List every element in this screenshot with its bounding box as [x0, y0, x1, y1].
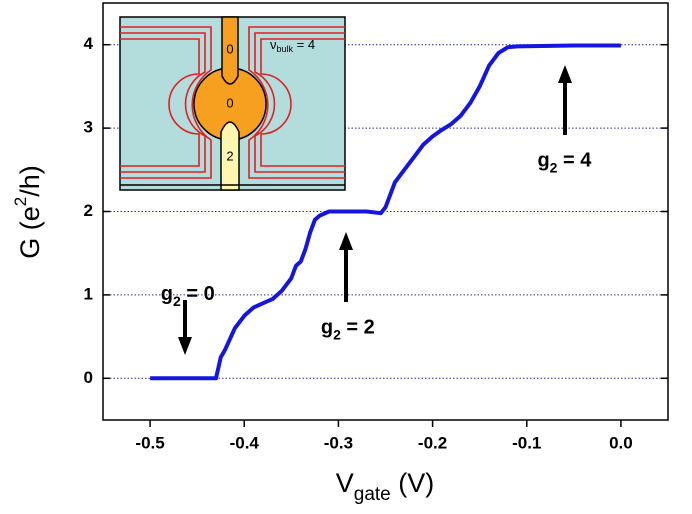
inset-bulk: νbulk = 4: [270, 37, 315, 54]
annotation-rest: = 2: [341, 317, 375, 339]
y-title-rest: /h): [15, 165, 45, 197]
x-tick-label: 0.0: [609, 433, 633, 452]
data-line: [150, 43, 621, 381]
annotation-sub: 2: [173, 293, 181, 309]
annotation-rest: = 0: [181, 283, 215, 305]
annotation-main: g: [537, 150, 549, 172]
inset-label: 0: [226, 95, 233, 110]
y-tick-label: 2: [84, 201, 93, 220]
inset-label: 0: [226, 41, 233, 56]
gates: [193, 16, 267, 191]
inset: 0 0 2 νbulk = 4: [119, 16, 346, 191]
annotation: g2 = 2: [321, 317, 375, 342]
x-title-sub: gate: [354, 484, 391, 505]
x-tick-label: -0.2: [418, 433, 447, 452]
y-tick-label: 0: [84, 368, 93, 387]
x-tick-label: -0.4: [230, 433, 260, 452]
inset-label: 2: [226, 148, 233, 163]
annotation: g2 = 0: [161, 283, 215, 308]
x-title-rest: (V): [391, 468, 435, 498]
annotation-sub: 2: [550, 159, 558, 175]
arrow-head: [339, 232, 353, 250]
x-tick-label: -0.1: [512, 433, 541, 452]
edge-channels: [120, 26, 345, 179]
inset-bulk-sub: bulk: [277, 44, 294, 54]
x-tick-label: -0.3: [324, 433, 353, 452]
arrow-head: [178, 337, 192, 355]
inset-bulk-rest: = 4: [293, 37, 315, 52]
y-title-main: G (e: [15, 206, 45, 259]
y-title-sup: 2: [11, 197, 30, 206]
y-tick-label: 4: [84, 34, 94, 53]
annotation-rest: = 4: [557, 150, 592, 172]
y-tick-label: 3: [84, 118, 93, 137]
annotation-sub: 2: [333, 326, 341, 342]
annotation: g2 = 4: [537, 150, 592, 175]
y-axis-title: G (e2/h): [11, 165, 45, 259]
arrow-head: [558, 65, 572, 83]
x-title-main: V: [336, 468, 354, 498]
x-tick-label: -0.5: [135, 433, 164, 452]
annotation-main: g: [161, 283, 173, 305]
inset-bulk-main: ν: [270, 37, 277, 52]
annotation-main: g: [321, 317, 333, 339]
x-axis-title: Vgate (V): [336, 468, 435, 505]
y-tick-label: 1: [84, 284, 93, 303]
